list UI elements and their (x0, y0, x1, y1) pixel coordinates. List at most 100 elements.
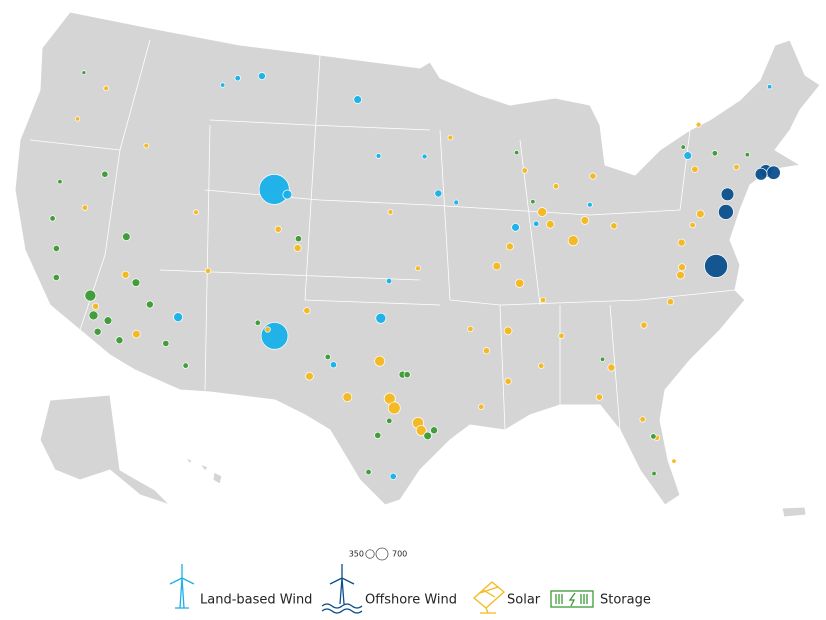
project-bubble (57, 179, 63, 185)
project-bubble (257, 72, 266, 80)
project-bubble (696, 209, 705, 219)
project-bubble (552, 183, 560, 190)
project-bubble (733, 164, 740, 171)
project-bubble (387, 209, 394, 215)
project-bubble (84, 289, 97, 302)
project-bubble (610, 222, 618, 230)
project-bubble (545, 220, 555, 229)
project-bubble (387, 401, 401, 415)
project-bubble (504, 377, 512, 385)
project-bubble (711, 150, 718, 157)
size-legend-label: 350 (349, 550, 364, 559)
project-bubble (403, 371, 411, 379)
project-bubble (515, 278, 525, 288)
puerto-rico (781, 506, 807, 518)
project-bubble (589, 172, 597, 180)
project-bubble (258, 173, 290, 205)
project-bubble (145, 300, 154, 309)
solar-icon (473, 581, 505, 614)
project-bubble (744, 152, 750, 158)
project-bubble (650, 433, 657, 440)
project-bubble (754, 167, 768, 181)
project-bubble (182, 362, 189, 369)
project-bubble (385, 277, 393, 285)
offshore-wind-icon (321, 564, 363, 614)
project-bubble (423, 431, 432, 441)
project-bubble (587, 201, 593, 208)
project-bubble (767, 84, 773, 90)
project-bubble (193, 209, 199, 216)
project-bubble (353, 95, 362, 104)
project-bubble (704, 254, 728, 278)
project-bubble (447, 134, 454, 141)
project-bubble (580, 216, 590, 225)
project-bubble (49, 215, 56, 222)
project-bubble (121, 270, 130, 279)
legend-label: Solar (507, 593, 541, 608)
state-lines (29, 39, 736, 431)
project-bubble (52, 244, 60, 253)
project-bubble (492, 261, 502, 271)
project-bubble (303, 307, 311, 315)
project-bubble (234, 75, 241, 82)
project-bubble (386, 417, 393, 424)
project-bubble (52, 273, 60, 282)
project-bubble (521, 167, 528, 174)
storage-icon (550, 590, 594, 608)
project-bubble (467, 325, 474, 333)
size-legend-circle (365, 549, 375, 559)
project-bubble (173, 312, 183, 323)
project-bubble (342, 392, 353, 403)
project-bubble (415, 265, 421, 272)
project-bubble (92, 302, 100, 310)
project-bubble (81, 70, 87, 76)
project-bubble (74, 116, 81, 122)
project-bubble (365, 468, 372, 476)
project-bubble (689, 221, 696, 229)
project-bubble (220, 82, 226, 88)
legend-label: Storage (600, 593, 651, 608)
project-bubble (651, 470, 657, 477)
project-bubble (389, 472, 397, 480)
project-bubble (671, 458, 677, 464)
project-bubble (538, 362, 545, 369)
project-bubble (676, 270, 685, 280)
size-legend-circle (375, 547, 389, 561)
project-bubble (131, 278, 141, 287)
hawaii (184, 457, 223, 485)
project-bubble (503, 326, 513, 336)
project-bubble (282, 189, 293, 200)
project-bubble (421, 153, 428, 160)
project-bubble (374, 431, 382, 439)
project-bubble (607, 363, 616, 372)
project-bubble (122, 232, 131, 242)
project-bubble (305, 371, 314, 381)
size-legend: 350 700 (349, 547, 407, 561)
project-bubble (678, 263, 686, 272)
project-bubble (103, 85, 110, 92)
project-bubble (691, 165, 699, 173)
project-bubble (677, 238, 686, 247)
project-bubble (513, 150, 520, 156)
project-bubble (329, 361, 338, 369)
project-bubble (539, 296, 547, 304)
project-bubble (132, 329, 141, 339)
project-bubble (718, 204, 734, 220)
project-bubble (162, 339, 170, 347)
project-bubble (274, 225, 282, 233)
project-bubble (374, 355, 386, 367)
contiguous-us (14, 11, 821, 506)
project-bubble (375, 312, 387, 324)
project-bubble (264, 326, 271, 333)
project-bubble (533, 220, 540, 227)
bubbles (49, 70, 781, 480)
land-wind-icon (169, 564, 195, 609)
project-bubble (143, 142, 150, 149)
project-bubble (537, 207, 547, 217)
project-bubble (430, 426, 438, 435)
project-bubble (115, 336, 124, 345)
project-bubble (88, 310, 99, 321)
project-bubble (204, 267, 212, 275)
project-bubble (505, 242, 514, 251)
